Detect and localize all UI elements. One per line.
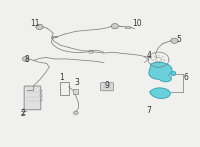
Polygon shape	[150, 88, 171, 98]
Text: 5: 5	[176, 35, 181, 44]
Text: 7: 7	[146, 106, 151, 115]
Polygon shape	[171, 71, 176, 76]
Bar	[52, 36, 57, 37]
Text: 2: 2	[20, 109, 25, 118]
Bar	[60, 81, 69, 95]
Circle shape	[111, 24, 118, 29]
Circle shape	[73, 111, 78, 115]
Bar	[40, 98, 42, 101]
Text: 8: 8	[24, 55, 29, 64]
Text: 3: 3	[75, 78, 80, 87]
FancyBboxPatch shape	[24, 86, 41, 110]
Circle shape	[22, 57, 29, 61]
Circle shape	[36, 24, 43, 30]
Text: 4: 4	[146, 51, 151, 60]
Bar	[40, 94, 42, 97]
Bar	[73, 89, 78, 94]
Text: 10: 10	[132, 19, 142, 28]
Bar	[40, 90, 42, 92]
Text: 1: 1	[59, 73, 64, 82]
Text: 6: 6	[184, 73, 189, 82]
Text: 11: 11	[31, 19, 40, 28]
Circle shape	[171, 38, 178, 43]
Polygon shape	[149, 62, 172, 82]
Bar	[125, 26, 130, 28]
FancyBboxPatch shape	[101, 83, 113, 91]
Text: 9: 9	[105, 81, 109, 90]
